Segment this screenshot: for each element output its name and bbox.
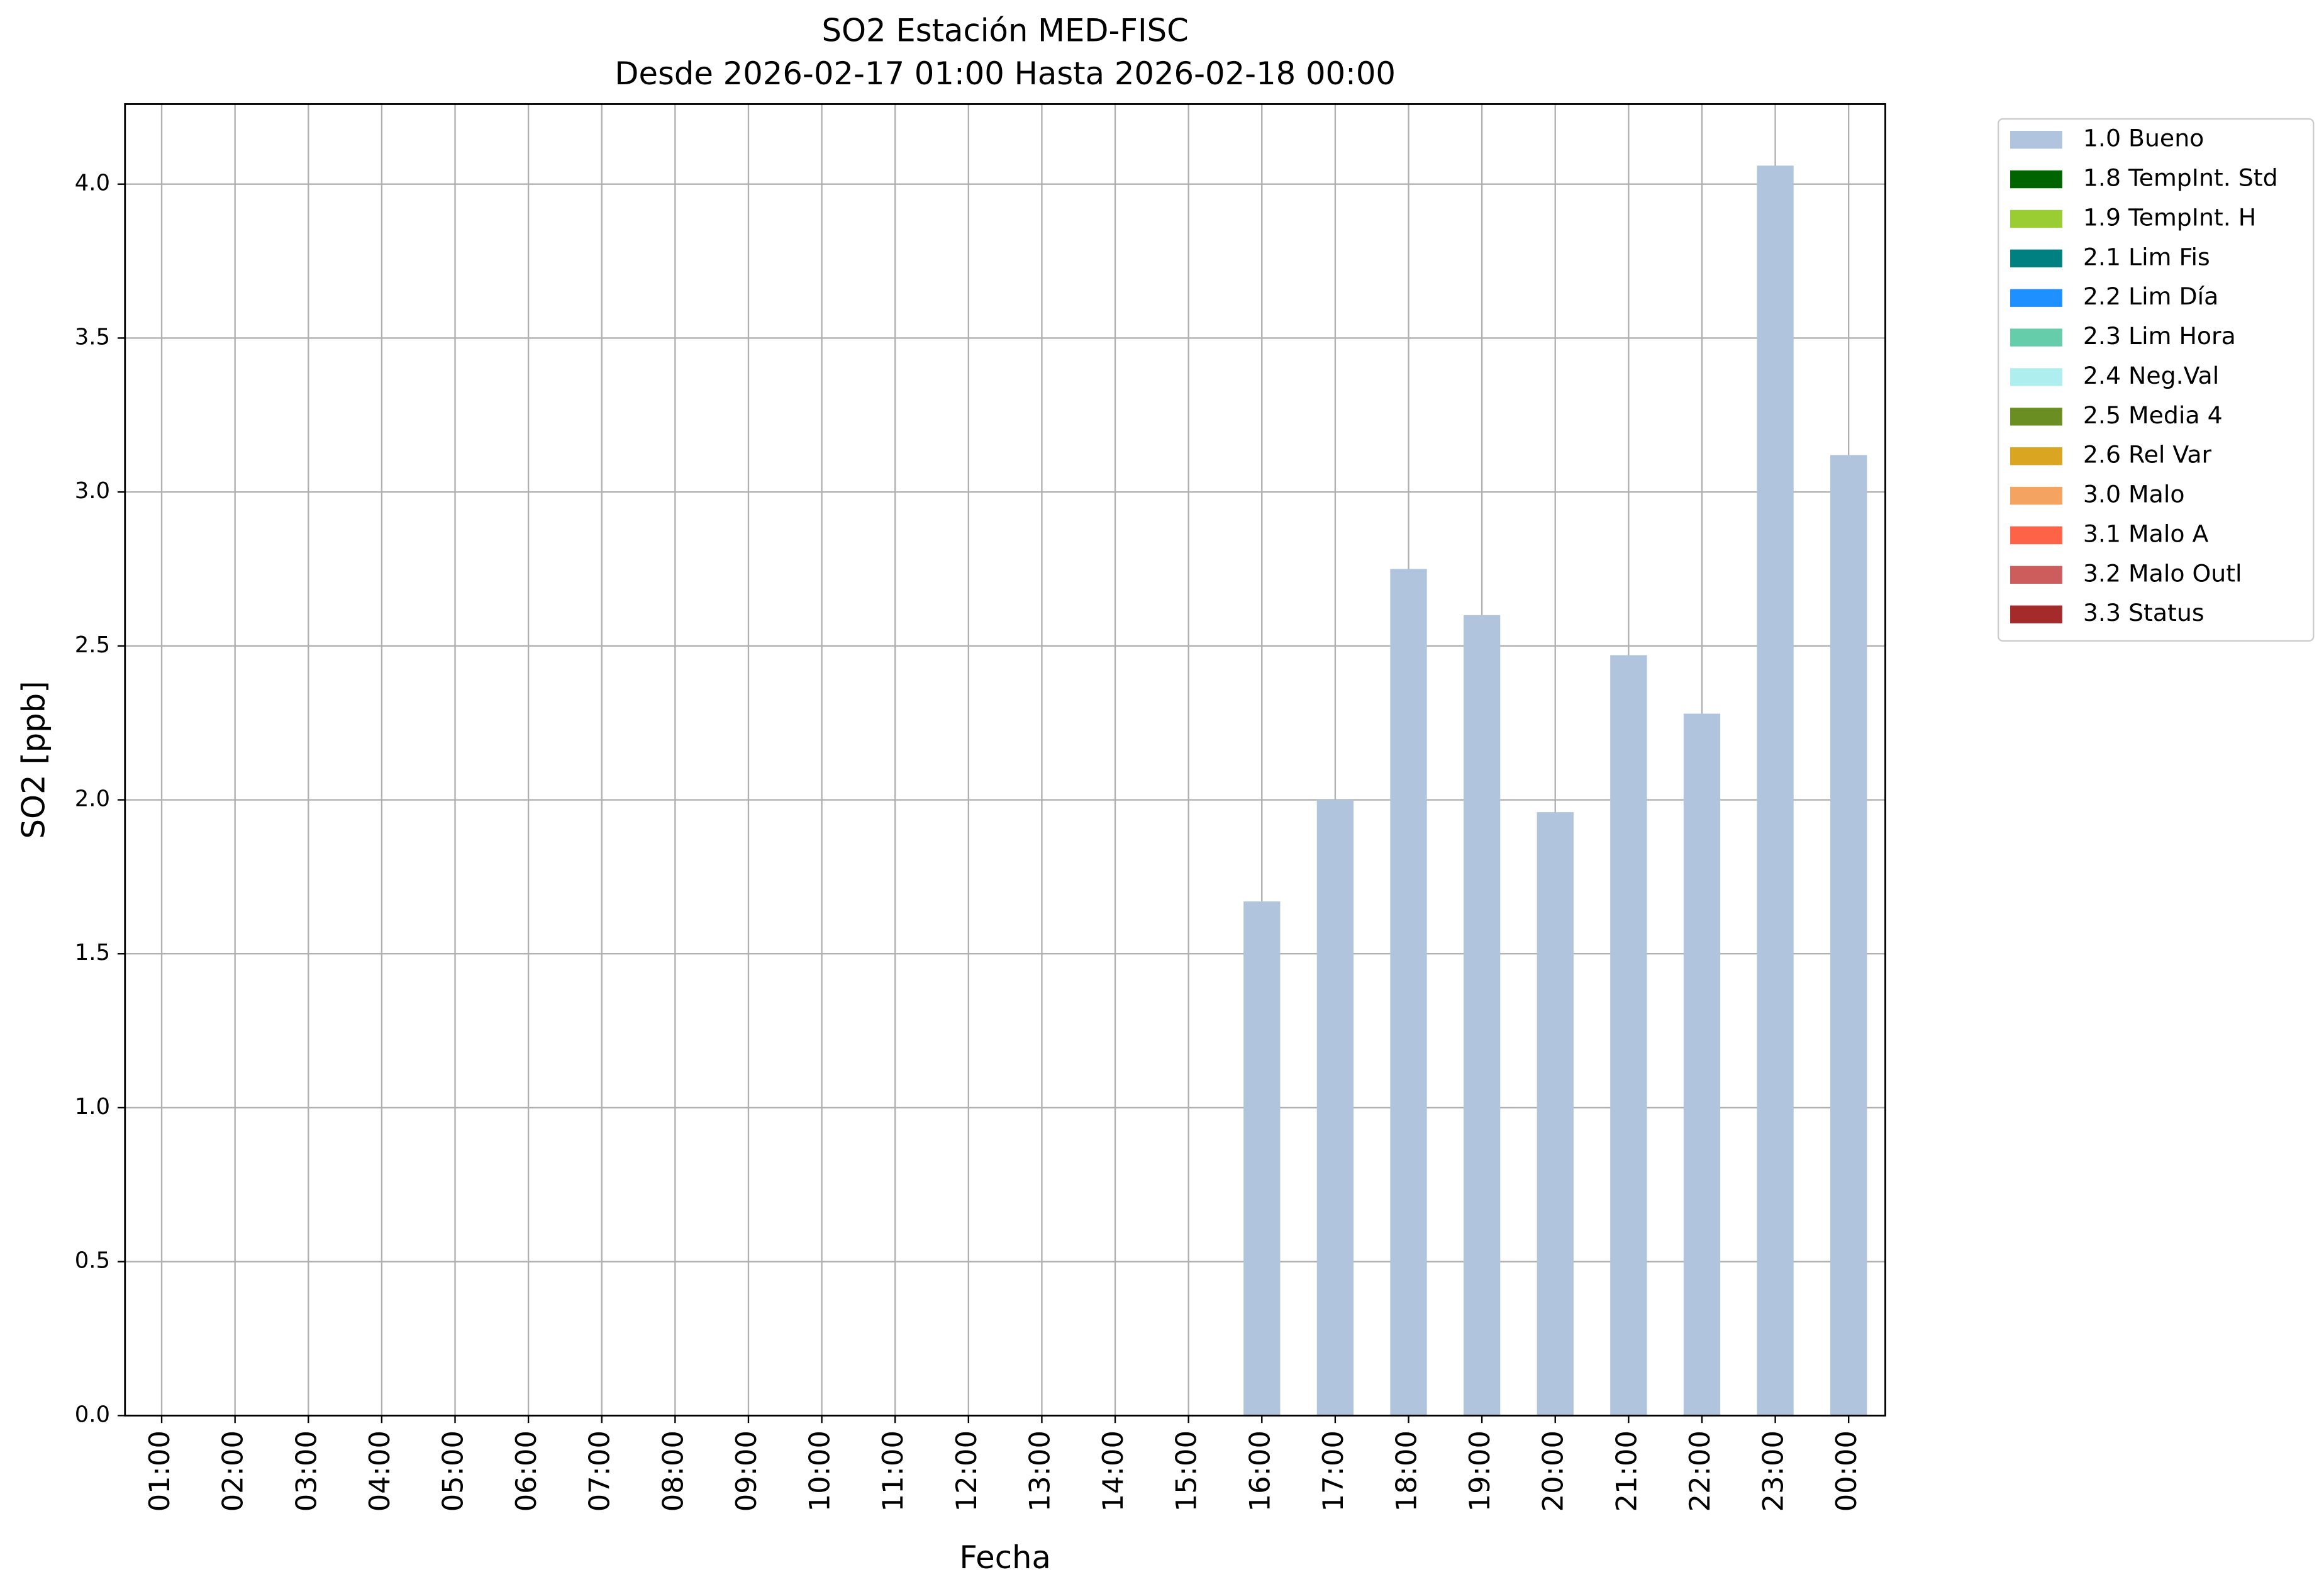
x-tick-label: 16:00 xyxy=(1243,1430,1276,1512)
x-tick-label: 02:00 xyxy=(216,1430,250,1512)
legend-label: 2.1 Lim Fis xyxy=(2083,243,2210,270)
legend-swatch xyxy=(2010,408,2062,426)
bar xyxy=(1610,655,1647,1416)
x-tick-label: 00:00 xyxy=(1830,1430,1863,1512)
x-tick-label: 18:00 xyxy=(1389,1430,1423,1512)
legend-label: 3.2 Malo Outl xyxy=(2083,559,2242,587)
y-tick-label: 3.5 xyxy=(75,324,110,350)
legend-swatch xyxy=(2010,328,2062,347)
x-tick-label: 03:00 xyxy=(289,1430,323,1512)
legend-label: 2.6 Rel Var xyxy=(2083,441,2212,469)
legend-swatch xyxy=(2010,368,2062,386)
legend-swatch xyxy=(2010,447,2062,465)
legend-swatch xyxy=(2010,289,2062,307)
x-tick-label: 14:00 xyxy=(1096,1430,1130,1512)
bar xyxy=(1243,901,1281,1416)
x-tick-label: 04:00 xyxy=(363,1430,396,1512)
x-tick-label: 15:00 xyxy=(1170,1430,1203,1512)
x-tick-label: 09:00 xyxy=(730,1430,763,1512)
legend-swatch xyxy=(2010,526,2062,545)
x-tick-label: 19:00 xyxy=(1463,1430,1496,1512)
legend-label: 1.8 TempInt. Std xyxy=(2083,164,2278,192)
bar xyxy=(1683,713,1721,1416)
x-tick-label: 10:00 xyxy=(803,1430,837,1512)
legend-label: 2.2 Lim Día xyxy=(2083,282,2218,310)
legend-label: 2.4 Neg.Val xyxy=(2083,362,2219,389)
x-tick-label: 07:00 xyxy=(583,1430,616,1512)
x-tick-label: 17:00 xyxy=(1316,1430,1350,1512)
bar xyxy=(1390,569,1427,1416)
bar xyxy=(1316,800,1354,1416)
x-tick-label: 13:00 xyxy=(1023,1430,1056,1512)
x-tick-label: 11:00 xyxy=(876,1430,909,1512)
x-tick-label: 20:00 xyxy=(1537,1430,1570,1512)
plot-frame xyxy=(124,103,1886,1417)
legend-label: 1.9 TempInt. H xyxy=(2083,203,2256,231)
x-tick-label: 12:00 xyxy=(950,1430,983,1512)
y-tick-label: 3.0 xyxy=(75,478,110,504)
legend xyxy=(1997,118,2315,642)
y-axis-label: SO2 [ppb] xyxy=(15,681,52,839)
chart-title: SO2 Estación MED-FISC xyxy=(821,13,1188,49)
x-tick-label: 01:00 xyxy=(143,1430,176,1512)
legend-label: 2.3 Lim Hora xyxy=(2083,322,2236,350)
legend-swatch xyxy=(2010,170,2062,189)
legend-swatch xyxy=(2010,131,2062,149)
x-tick-label: 05:00 xyxy=(436,1430,470,1512)
legend-label: 2.5 Media 4 xyxy=(2083,401,2223,429)
y-tick-label: 0.0 xyxy=(75,1402,110,1427)
x-tick-label: 23:00 xyxy=(1757,1430,1790,1512)
legend-swatch xyxy=(2010,566,2062,584)
x-tick-label: 22:00 xyxy=(1683,1430,1716,1512)
legend-swatch xyxy=(2010,486,2062,505)
legend-swatch xyxy=(2010,209,2062,228)
y-tick-label: 2.0 xyxy=(75,786,110,812)
x-tick-label: 06:00 xyxy=(509,1430,543,1512)
plot-area xyxy=(125,104,1886,1417)
x-axis-label: Fecha xyxy=(959,1539,1051,1576)
y-tick-label: 4.0 xyxy=(75,170,110,196)
y-tick-label: 1.5 xyxy=(75,940,110,966)
bar xyxy=(1463,615,1501,1416)
bar xyxy=(1757,165,1794,1416)
legend-swatch xyxy=(2010,249,2062,268)
y-tick-label: 1.0 xyxy=(75,1094,110,1120)
y-tick-label: 0.5 xyxy=(75,1248,110,1274)
x-tick-label: 08:00 xyxy=(656,1430,689,1512)
chart-subtitle: Desde 2026-02-17 01:00 Hasta 2026-02-18 … xyxy=(614,55,1396,92)
x-tick-label: 21:00 xyxy=(1610,1430,1643,1512)
legend-label: 3.0 Malo xyxy=(2083,481,2185,508)
legend-label: 3.3 Status xyxy=(2083,599,2204,627)
legend-swatch xyxy=(2010,605,2062,623)
legend-label: 3.1 Malo A xyxy=(2083,520,2209,547)
bar xyxy=(1537,812,1574,1416)
legend-label: 1.0 Bueno xyxy=(2083,125,2204,152)
y-tick-label: 2.5 xyxy=(75,632,110,658)
bar xyxy=(1830,455,1867,1416)
